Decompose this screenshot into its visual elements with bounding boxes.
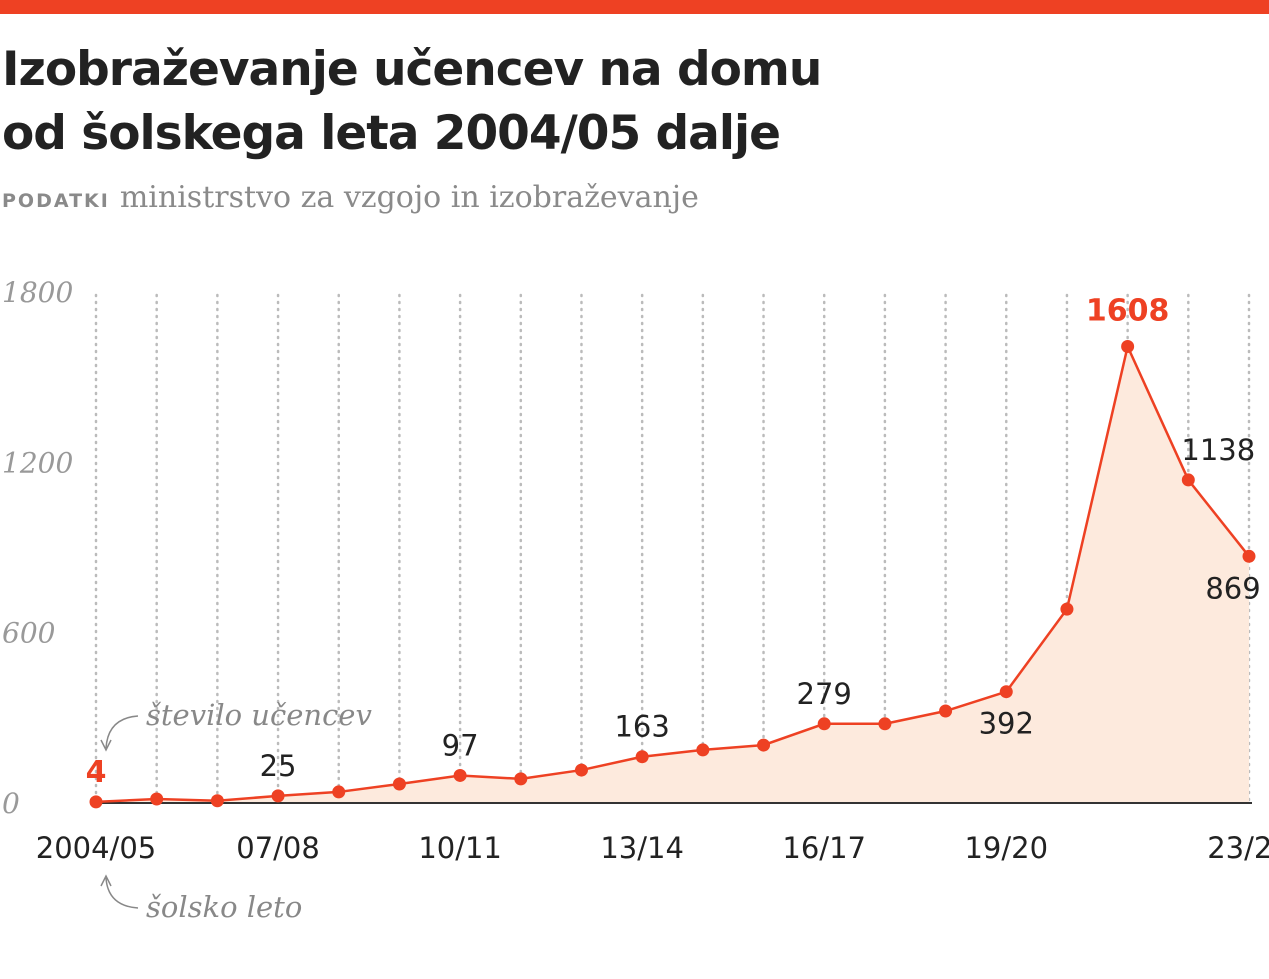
- data-label: 392: [979, 707, 1034, 741]
- data-point-10/11: [453, 768, 467, 782]
- data-point-08/09: [332, 785, 346, 799]
- source: PODATKI ministrstvo za vzgojo in izobraže…: [2, 180, 699, 215]
- x-annotation: šolsko leto: [146, 890, 302, 924]
- data-point-12/13: [574, 763, 588, 777]
- arrow-head-icon: [100, 739, 112, 752]
- data-point-2004/05: [89, 795, 103, 809]
- y-tick-label: 1200: [2, 446, 73, 479]
- x-tick-label: 2004/05: [36, 831, 156, 865]
- data-label: 97: [442, 728, 479, 762]
- data-label: 1608: [1086, 294, 1170, 329]
- top-accent-bar: [0, 0, 1269, 14]
- data-label: 869: [1205, 571, 1260, 605]
- data-point-14/15: [696, 743, 710, 757]
- x-tick-label: 13/14: [600, 831, 684, 865]
- data-point-19/20: [999, 685, 1013, 699]
- data-label: 1138: [1181, 433, 1255, 467]
- y-annotation-arrow: [105, 715, 139, 749]
- data-point-06/07: [210, 794, 224, 808]
- series-line: [95, 342, 1250, 804]
- source-label: PODATKI: [2, 190, 110, 212]
- title-line-1: Izobraževanje učencev na domu: [2, 42, 822, 97]
- data-label: 279: [797, 677, 852, 711]
- area-fill: [96, 346, 1249, 803]
- x-tick-label: 07/08: [236, 831, 320, 865]
- data-point-21/22: [1121, 340, 1135, 354]
- y-tick-label: 1800: [2, 276, 73, 309]
- y-annotation: število učencev: [146, 698, 372, 732]
- arrow-head-icon: [100, 874, 112, 887]
- data-point-07/08: [271, 789, 285, 803]
- data-point-13/14: [635, 750, 649, 764]
- chart-title: Izobraževanje učencev na domu od šolskega…: [2, 38, 822, 166]
- data-point-11/12: [514, 772, 528, 786]
- data-point-18/19: [939, 704, 953, 718]
- y-tick-label: 600: [2, 617, 55, 650]
- x-tick-label: 10/11: [418, 831, 502, 865]
- data-point-20/21: [1060, 602, 1074, 616]
- data-point-23/24: [1242, 549, 1256, 563]
- x-tick-label: 23/24: [1207, 831, 1269, 865]
- x-annotation-arrow: [105, 877, 139, 909]
- x-tick-label: 16/17: [782, 831, 866, 865]
- data-point-22/23: [1181, 473, 1195, 487]
- data-point-09/10: [392, 777, 406, 791]
- data-point-17/18: [878, 717, 892, 731]
- data-point-16/17: [817, 717, 831, 731]
- title-line-2: od šolskega leta 2004/05 dalje: [2, 106, 781, 161]
- source-value: ministrstvo za vzgojo in izobraževanje: [119, 180, 699, 215]
- data-point-05/06: [150, 792, 164, 806]
- data-label: 4: [86, 755, 107, 790]
- data-label: 25: [260, 749, 297, 783]
- x-tick-label: 19/20: [964, 831, 1048, 865]
- data-label: 163: [614, 710, 669, 744]
- y-tick-label: 0: [2, 787, 20, 820]
- data-point-15/16: [757, 738, 771, 752]
